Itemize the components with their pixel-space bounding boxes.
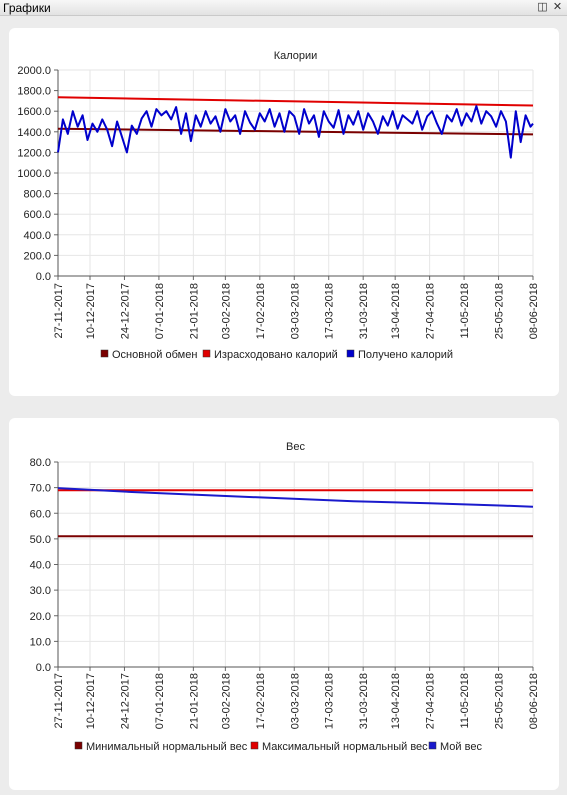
x-tick-label: 13-04-2018: [390, 283, 402, 339]
y-tick-label: 600.0: [23, 209, 51, 221]
chart-title: Калории: [274, 50, 318, 62]
x-tick-label: 03-02-2018: [220, 283, 232, 339]
y-tick-label: 200.0: [23, 250, 51, 262]
legend-swatch: [347, 350, 354, 357]
y-tick-label: 0.0: [36, 271, 51, 283]
y-tick-label: 10.0: [30, 636, 51, 648]
x-tick-label: 17-02-2018: [255, 673, 267, 729]
x-tick-label: 21-01-2018: [188, 283, 200, 339]
y-tick-label: 1200.0: [17, 147, 51, 159]
legend-label: Минимальный нормальный вес: [86, 741, 248, 753]
x-tick-label: 10-12-2017: [85, 673, 97, 729]
x-tick-label: 27-04-2018: [425, 673, 437, 729]
legend-swatch: [75, 742, 82, 749]
x-tick-label: 11-05-2018: [459, 283, 471, 338]
y-tick-label: 0.0: [36, 662, 51, 674]
y-tick-label: 80.0: [30, 457, 51, 469]
x-tick-label: 13-04-2018: [390, 673, 402, 729]
x-tick-label: 24-12-2017: [119, 673, 131, 729]
x-tick-label: 07-01-2018: [154, 673, 166, 729]
x-tick-label: 25-05-2018: [494, 283, 506, 339]
x-tick-label: 21-01-2018: [188, 673, 200, 729]
x-tick-label: 31-03-2018: [358, 673, 370, 729]
x-tick-label: 25-05-2018: [494, 673, 506, 729]
y-tick-label: 50.0: [30, 534, 51, 546]
x-tick-label: 24-12-2017: [119, 283, 131, 339]
x-tick-label: 07-01-2018: [154, 283, 166, 339]
y-tick-label: 400.0: [23, 230, 51, 242]
restore-window-icon[interactable]: ◫: [536, 1, 549, 14]
legend-label: Получено калорий: [358, 349, 453, 361]
x-tick-label: 17-03-2018: [324, 673, 336, 729]
window-titlebar: Графики ◫ ✕: [0, 0, 567, 16]
x-tick-label: 08-06-2018: [528, 283, 540, 339]
legend-label: Основной обмен: [112, 349, 197, 361]
legend-swatch: [203, 350, 210, 357]
y-tick-label: 800.0: [23, 189, 51, 201]
x-tick-label: 27-04-2018: [425, 283, 437, 339]
y-tick-label: 2000.0: [17, 65, 51, 77]
chart-title: Вес: [286, 441, 305, 453]
x-tick-label: 11-05-2018: [459, 673, 471, 728]
legend-label: Израсходовано калорий: [214, 349, 338, 361]
x-tick-label: 31-03-2018: [358, 283, 370, 339]
close-icon[interactable]: ✕: [551, 1, 564, 14]
y-tick-label: 20.0: [30, 611, 51, 623]
legend-swatch: [101, 350, 108, 357]
x-tick-label: 27-11-2017: [53, 283, 65, 338]
legend-label: Мой вес: [440, 741, 482, 753]
x-tick-label: 10-12-2017: [85, 283, 97, 339]
y-tick-label: 70.0: [30, 483, 51, 495]
calories-chart: Калории 0.0 200.0 400.0 600.0 800.0 1000.0 1200…: [9, 28, 559, 396]
y-tick-label: 30.0: [30, 585, 51, 597]
weight-chart-panel: Вес 0.0 10.0 20.0 30.0 40.0 50.0 60.0 70.0 80.0 27…: [9, 418, 559, 790]
calories-chart-panel: Калории 0.0 200.0 400.0 600.0 800.0 1000.0 1200…: [9, 28, 559, 396]
series-line-cal-1: [58, 97, 533, 105]
y-tick-label: 1000.0: [17, 168, 51, 180]
window-title: Графики: [3, 1, 51, 15]
x-tick-label: 17-03-2018: [324, 283, 336, 339]
x-tick-label: 03-03-2018: [289, 283, 301, 339]
legend-swatch: [251, 742, 258, 749]
y-tick-label: 1600.0: [17, 106, 51, 118]
x-tick-label: 08-06-2018: [528, 673, 540, 729]
x-tick-label: 27-11-2017: [53, 673, 65, 728]
x-tick-label: 17-02-2018: [255, 283, 267, 339]
legend-label: Максимальный нормальный вес: [262, 741, 428, 753]
x-tick-label: 03-03-2018: [289, 673, 301, 729]
y-tick-label: 60.0: [30, 508, 51, 520]
y-tick-label: 1400.0: [17, 127, 51, 139]
y-tick-label: 40.0: [30, 560, 51, 572]
weight-chart: Вес 0.0 10.0 20.0 30.0 40.0 50.0 60.0 70.0 80.0 27…: [9, 418, 559, 790]
legend-swatch: [429, 742, 436, 749]
x-tick-label: 03-02-2018: [220, 673, 232, 729]
y-tick-label: 1800.0: [17, 86, 51, 98]
